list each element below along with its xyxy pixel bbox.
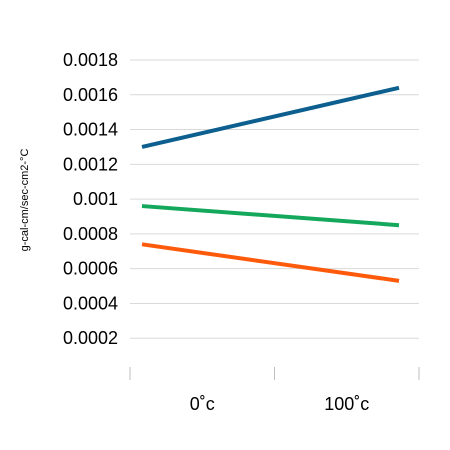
y-tick-label: 0.0002 <box>63 328 118 348</box>
x-axis: 0˚c 100˚c <box>129 367 420 414</box>
series-lines <box>141 85 400 283</box>
y-axis-title: g-cal-cm/sec-cm2-°C <box>19 149 31 252</box>
x-tick-label: 100˚c <box>324 394 369 414</box>
y-tick-label: 0.0004 <box>63 293 118 313</box>
series-line-3 <box>141 242 400 283</box>
gridlines <box>130 59 419 339</box>
y-tick-label: 0.0012 <box>63 154 118 174</box>
y-tick-label: 0.0016 <box>63 85 118 105</box>
y-tick-label: 0.0006 <box>63 259 118 279</box>
series-line-2 <box>141 204 400 228</box>
y-tick-label: 0.0008 <box>63 224 118 244</box>
y-tick-labels: 0.0002 0.0004 0.0006 0.0008 0.001 0.0012 0.001… <box>63 50 118 348</box>
y-tick-label: 0.0014 <box>63 120 118 140</box>
series-line-1 <box>141 85 400 149</box>
x-tick-label: 0˚c <box>190 394 215 414</box>
y-tick-label: 0.001 <box>73 189 118 209</box>
y-tick-label: 0.0018 <box>63 50 118 70</box>
